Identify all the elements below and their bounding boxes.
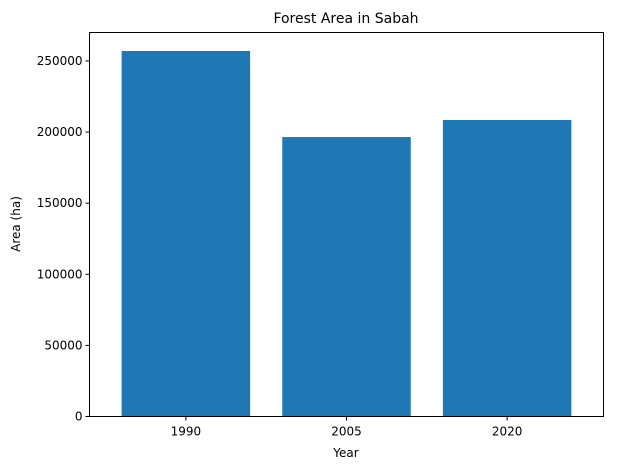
x-tick-label: 2005 [331,425,362,439]
x-axis-ticks: 1990 2005 2020 [171,416,523,439]
x-tick-label: 1990 [171,425,202,439]
y-axis-label: Area (ha) [9,196,23,252]
y-tick-label: 50000 [44,338,82,352]
bars-group [121,50,572,417]
bar-1990 [121,50,251,417]
x-tick-label: 2020 [492,425,523,439]
bar-2005 [282,137,411,417]
y-tick-label: 250000 [37,54,83,68]
plot-frame [89,32,604,417]
bar-2020 [442,119,572,417]
x-axis-label: Year [332,446,358,460]
chart-title: Forest Area in Sabah [273,11,418,27]
y-tick-label: 150000 [37,196,83,210]
y-tick-label: 0 [75,410,83,424]
y-axis-ticks: 0 50000 100000 150000 200000 250000 [37,54,90,424]
y-tick-label: 200000 [37,125,83,139]
y-tick-label: 100000 [37,267,83,281]
